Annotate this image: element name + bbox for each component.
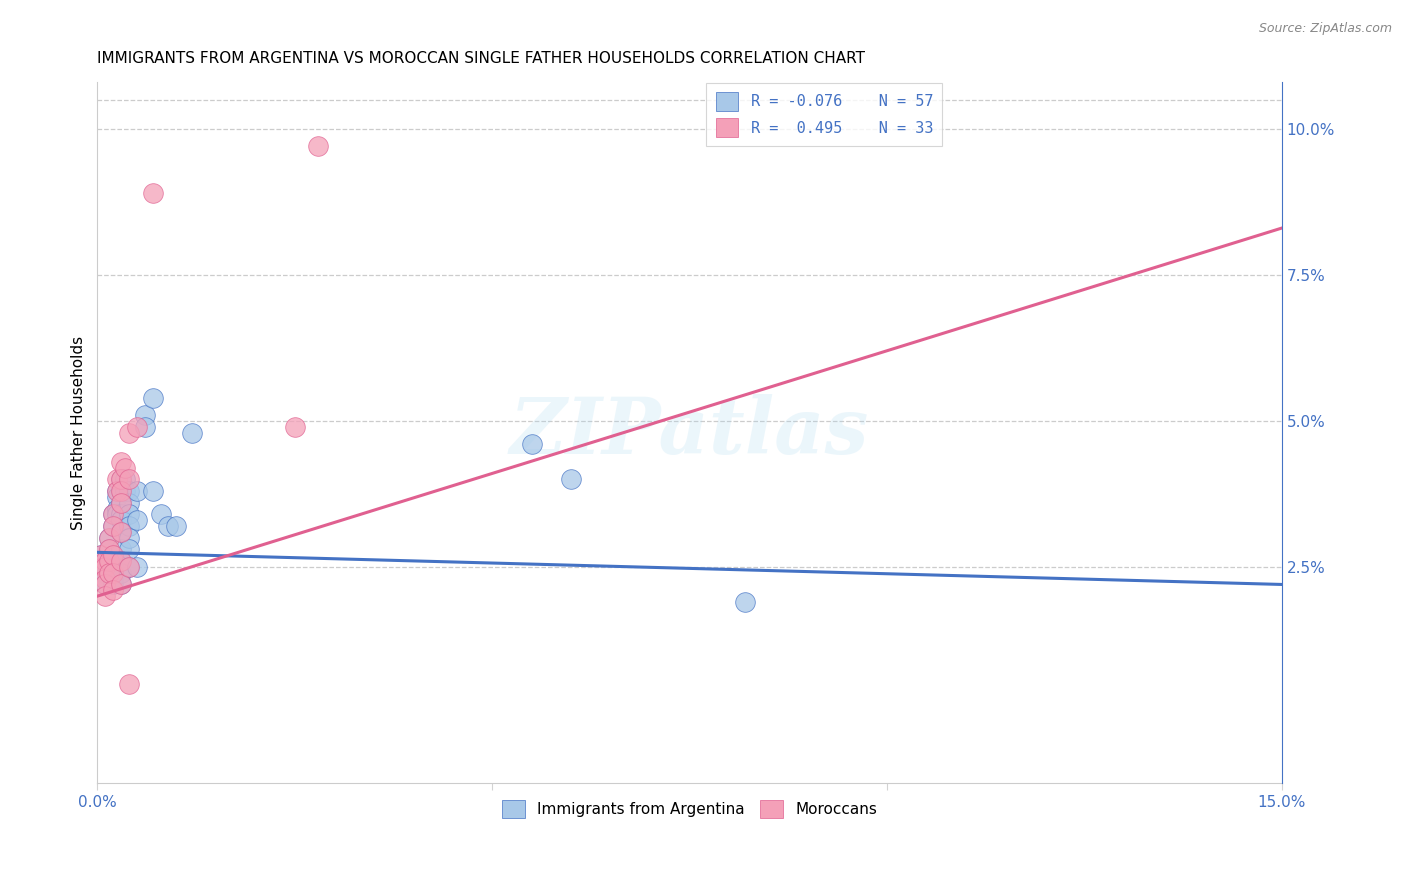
Point — [94, 560, 117, 574]
Point — [134, 408, 156, 422]
Point — [105, 472, 128, 486]
Point — [101, 566, 124, 580]
Point — [118, 472, 141, 486]
Point — [98, 531, 121, 545]
Point — [118, 508, 141, 522]
Point — [118, 531, 141, 545]
Point — [98, 566, 121, 580]
Point — [101, 519, 124, 533]
Point — [110, 577, 132, 591]
Point — [118, 483, 141, 498]
Point — [142, 483, 165, 498]
Point — [94, 554, 117, 568]
Point — [307, 139, 329, 153]
Legend: Immigrants from Argentina, Moroccans: Immigrants from Argentina, Moroccans — [496, 794, 883, 824]
Point — [101, 508, 124, 522]
Point — [118, 542, 141, 557]
Point — [98, 566, 121, 580]
Point — [734, 595, 756, 609]
Point — [118, 560, 141, 574]
Point — [101, 548, 124, 562]
Point — [118, 496, 141, 510]
Point — [110, 524, 132, 539]
Point — [114, 472, 136, 486]
Point — [105, 508, 128, 522]
Point — [149, 508, 172, 522]
Point — [98, 554, 121, 568]
Point — [94, 577, 117, 591]
Point — [142, 391, 165, 405]
Point — [93, 566, 115, 580]
Point — [110, 566, 132, 580]
Point — [101, 560, 124, 574]
Point — [94, 577, 117, 591]
Point — [101, 572, 124, 586]
Point — [90, 548, 112, 562]
Point — [94, 566, 117, 580]
Point — [125, 483, 148, 498]
Point — [157, 519, 180, 533]
Point — [110, 524, 132, 539]
Point — [94, 572, 117, 586]
Point — [91, 554, 114, 568]
Y-axis label: Single Father Households: Single Father Households — [72, 335, 86, 530]
Text: Source: ZipAtlas.com: Source: ZipAtlas.com — [1258, 22, 1392, 36]
Point — [105, 490, 128, 504]
Point — [101, 508, 124, 522]
Point — [98, 542, 121, 557]
Point — [110, 554, 132, 568]
Point — [181, 425, 204, 440]
Point — [560, 472, 582, 486]
Point — [98, 531, 121, 545]
Point — [114, 460, 136, 475]
Point — [91, 560, 114, 574]
Point — [520, 437, 543, 451]
Point — [110, 542, 132, 557]
Point — [134, 419, 156, 434]
Point — [101, 519, 124, 533]
Point — [98, 542, 121, 557]
Point — [90, 548, 112, 562]
Point — [94, 554, 117, 568]
Point — [105, 483, 128, 498]
Point — [94, 589, 117, 603]
Point — [101, 548, 124, 562]
Point — [110, 554, 132, 568]
Point — [94, 572, 117, 586]
Point — [98, 560, 121, 574]
Point — [101, 577, 124, 591]
Point — [110, 508, 132, 522]
Point — [114, 483, 136, 498]
Point — [118, 560, 141, 574]
Point — [110, 496, 132, 510]
Point — [110, 483, 132, 498]
Point — [110, 455, 132, 469]
Point — [165, 519, 187, 533]
Point — [110, 472, 132, 486]
Text: ZIPatlas: ZIPatlas — [510, 394, 869, 471]
Point — [110, 577, 132, 591]
Point — [110, 472, 132, 486]
Point — [101, 583, 124, 598]
Text: IMMIGRANTS FROM ARGENTINA VS MOROCCAN SINGLE FATHER HOUSEHOLDS CORRELATION CHART: IMMIGRANTS FROM ARGENTINA VS MOROCCAN SI… — [97, 51, 865, 66]
Point — [125, 419, 148, 434]
Point — [101, 566, 124, 580]
Point — [284, 419, 307, 434]
Point — [94, 560, 117, 574]
Point — [125, 513, 148, 527]
Point — [125, 560, 148, 574]
Point — [118, 677, 141, 691]
Point — [98, 554, 121, 568]
Point — [118, 519, 141, 533]
Point — [110, 496, 132, 510]
Point — [105, 483, 128, 498]
Point — [110, 483, 132, 498]
Point — [105, 501, 128, 516]
Point — [142, 186, 165, 200]
Point — [118, 425, 141, 440]
Point — [110, 513, 132, 527]
